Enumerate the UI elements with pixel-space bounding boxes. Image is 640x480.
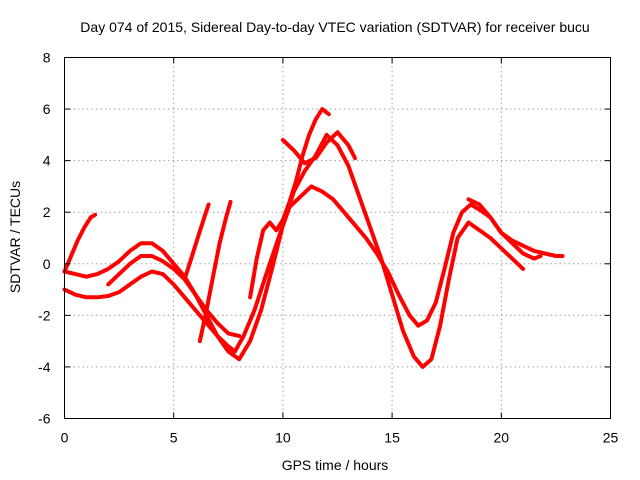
plot-frame bbox=[64, 57, 611, 419]
series-line bbox=[280, 130, 357, 166]
x-tick-label: 15 bbox=[384, 430, 400, 446]
chart-title: Day 074 of 2015, Sidereal Day-to-day VTE… bbox=[80, 19, 589, 35]
x-tick-label: 5 bbox=[170, 430, 178, 446]
x-tick-label: 0 bbox=[61, 430, 69, 446]
series-line bbox=[248, 107, 331, 300]
series-group bbox=[62, 107, 565, 369]
y-tick-label: 4 bbox=[43, 153, 51, 169]
x-tick-label: 10 bbox=[275, 430, 291, 446]
y-tick-label: -6 bbox=[38, 411, 51, 427]
series-line bbox=[197, 199, 233, 344]
y-tick-label: 2 bbox=[43, 204, 51, 220]
series-line bbox=[62, 132, 526, 369]
tick-labels: 0 5 10 15 20 25 -6 -4 -2 0 2 4 6 8 bbox=[38, 50, 618, 446]
series-line bbox=[62, 184, 565, 354]
x-tick-label: 25 bbox=[603, 430, 619, 446]
y-tick-label: -2 bbox=[38, 307, 51, 323]
series-line bbox=[182, 202, 211, 282]
ticks bbox=[64, 57, 611, 419]
y-tick-label: -4 bbox=[38, 359, 51, 375]
y-tick-label: 0 bbox=[43, 256, 51, 272]
y-tick-label: 8 bbox=[43, 50, 51, 66]
grid bbox=[64, 57, 611, 419]
y-tick-label: 6 bbox=[43, 101, 51, 117]
y-axis-label: SDTVAR / TECUs bbox=[7, 181, 23, 293]
x-tick-label: 20 bbox=[494, 430, 510, 446]
series-line bbox=[466, 197, 543, 261]
series-line bbox=[106, 254, 242, 338]
x-axis-label: GPS time / hours bbox=[282, 457, 389, 473]
series-line bbox=[62, 212, 98, 274]
